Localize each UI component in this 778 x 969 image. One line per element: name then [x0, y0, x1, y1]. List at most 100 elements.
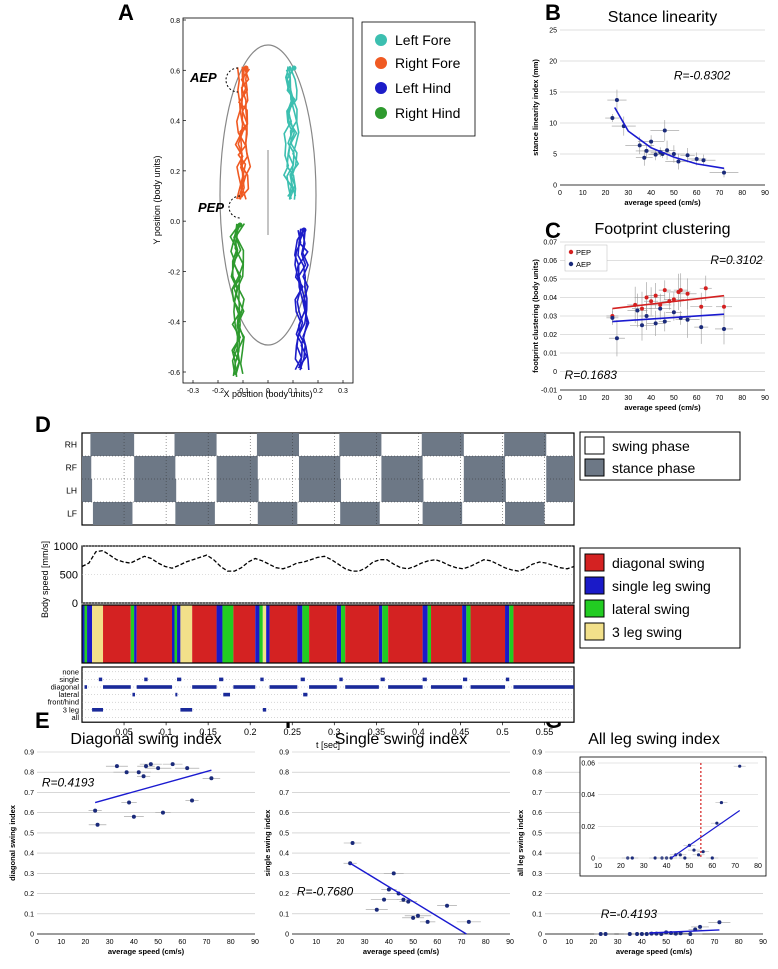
c-legend [564, 244, 608, 272]
swing-event [513, 685, 574, 689]
swing-event [233, 685, 256, 689]
legend-diagonal-swing: diagonal swing [584, 553, 705, 572]
swing-segment-lateral-swing [382, 605, 389, 663]
swing-event [431, 685, 463, 689]
ytick-label: 0.9 [24, 750, 34, 757]
data-point-data [148, 762, 153, 767]
ytick-label: 0.2 [279, 891, 289, 898]
a-xtick-label: 0.2 [313, 388, 323, 395]
a-ytick-label: -0.2 [168, 269, 180, 276]
data-point-data [598, 932, 603, 936]
data-point-data [642, 155, 647, 160]
ytick-label: 0 [553, 183, 557, 190]
data-point-aep [635, 308, 640, 313]
ytick-label: 0.1 [532, 911, 542, 918]
data-point-data [190, 798, 195, 803]
ytick-label: 0.2 [532, 891, 542, 898]
r-value-aep: R=0.1683 [565, 368, 618, 382]
pep-arc [228, 195, 241, 219]
event-row-label: all [71, 713, 79, 722]
ytick-label: 20 [549, 59, 557, 66]
legend-left-hind: Left Hind [375, 80, 451, 96]
data-point-aep [662, 319, 667, 324]
data-point-data [144, 764, 148, 769]
swing-event [303, 692, 308, 697]
xtick-label: 40 [647, 395, 655, 402]
swing-event [98, 677, 103, 682]
fit-curve [614, 107, 725, 170]
right-hind-track [231, 223, 242, 377]
swing-segment-single-leg-swing [297, 605, 303, 663]
svg-text:3 leg swing: 3 leg swing [612, 624, 682, 640]
data-point-data [391, 871, 396, 876]
inset-ytick-label: 0.02 [581, 824, 595, 831]
swing-segment-diagonal-swing [513, 605, 574, 663]
r-value: R=0.4193 [42, 775, 95, 789]
data-point-data [671, 152, 676, 156]
a-ytick-label: 0.8 [170, 18, 180, 25]
legend-lateral-swing: lateral swing [584, 599, 690, 618]
stance-block-rh [174, 433, 217, 456]
swing-event [388, 685, 423, 689]
data-point-aep [640, 323, 644, 328]
x-axis-label: average speed (cm/s) [108, 947, 185, 956]
gait-diagram: RH RF LH LF [65, 432, 575, 526]
data-point-data [156, 766, 161, 771]
swing-segment-lateral-swing [302, 605, 310, 663]
ytick-label: 0.9 [279, 750, 289, 757]
data-point-pep [649, 299, 654, 304]
data-point-data [95, 822, 100, 827]
panel-a-ylabel: Y position (body units) [152, 156, 162, 245]
event-row-label: lateral [59, 690, 80, 699]
legend-stance-phase: stance phase [584, 458, 695, 477]
data-point-data [676, 159, 681, 164]
right-hind-track [235, 223, 246, 375]
xtick-label: 30 [614, 939, 622, 946]
ytick-label: 0.02 [543, 332, 557, 339]
xtick-label: 10 [312, 939, 320, 946]
time-tick-label: 0.1 [160, 727, 173, 737]
panel-label-d: D [35, 412, 51, 437]
event-row-label: diagonal [51, 683, 80, 692]
data-point-data [124, 770, 129, 775]
inset-data-point [710, 856, 714, 860]
inset-xtick-label: 50 [686, 863, 694, 870]
svg-text:Right Hind: Right Hind [395, 105, 460, 121]
xtick-label: 50 [670, 395, 678, 402]
time-tick-label: 0.2 [244, 727, 257, 737]
panel-f-single-swing-index: Single swing index 0 0.1 0.2 0.3 0.4 0.5 0.6 0.7… [263, 731, 514, 956]
stance-block-rf [134, 456, 176, 479]
swing-legend [579, 547, 741, 649]
xtick-label: 20 [337, 939, 345, 946]
data-point-data [644, 932, 649, 936]
ytick-label: 0.8 [24, 770, 34, 777]
stance-block-rh [504, 433, 547, 456]
swing-segment-single-leg-swing [82, 605, 85, 663]
xtick-label: 0 [558, 190, 562, 197]
panel-a: -0.3 -0.2 -0.1 0 0.1 0.2 0.3 0.8 0.6 0.4 0.2 0.0 -0.… [152, 17, 476, 399]
inset-data-point [701, 850, 705, 854]
swing-event [269, 685, 298, 689]
xtick-label: 80 [227, 939, 235, 946]
swing-event [422, 677, 427, 682]
swing-segment-single-leg-swing [87, 605, 93, 663]
data-point-data [411, 915, 416, 920]
right-fore-track [240, 66, 252, 200]
stance-block-lf [92, 502, 133, 525]
inset-data-point [678, 853, 682, 857]
swing-segment-diagonal-swing [309, 605, 337, 663]
data-point-data [415, 913, 420, 918]
legend-swing-phase: swing phase [584, 436, 690, 455]
data-point-data [649, 139, 654, 144]
data-point-aep [685, 317, 690, 322]
fit-line [649, 929, 720, 934]
swing-segment-diagonal-swing [103, 605, 131, 663]
data-point-data [694, 156, 699, 161]
data-point-pep [685, 291, 690, 296]
y-axis-label: footprint clustering (body units) [531, 259, 540, 373]
xtick-label: 10 [579, 190, 587, 197]
data-point-pep [653, 293, 658, 298]
a-ytick-label: -0.6 [168, 370, 180, 377]
swing-segment-single-leg-swing [378, 605, 383, 663]
